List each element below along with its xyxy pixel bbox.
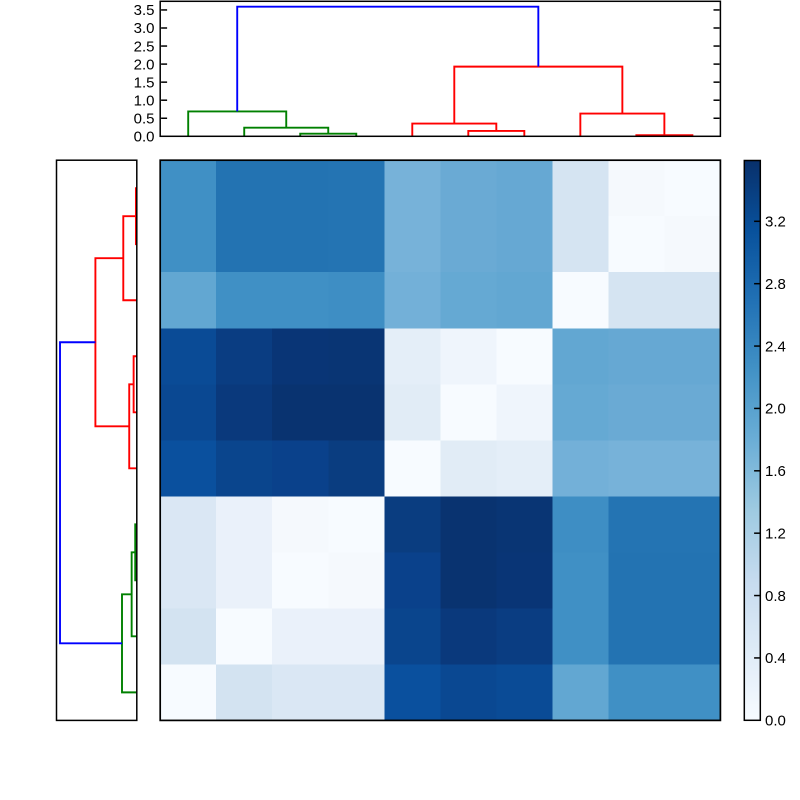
svg-text:0.0: 0.0 [765,713,786,730]
svg-text:1.0: 1.0 [134,92,155,109]
svg-text:3.0: 3.0 [134,20,155,37]
svg-text:1.6: 1.6 [765,463,786,480]
svg-text:0.4: 0.4 [765,650,786,667]
svg-text:0.0: 0.0 [134,129,155,146]
svg-text:3.5: 3.5 [134,2,155,19]
svg-text:2.0: 2.0 [134,56,155,73]
svg-text:1.5: 1.5 [134,74,155,91]
svg-text:2.8: 2.8 [765,276,786,293]
svg-text:1.2: 1.2 [765,525,786,542]
svg-text:2.5: 2.5 [134,38,155,55]
svg-text:0.5: 0.5 [134,110,155,127]
svg-text:2.0: 2.0 [765,401,786,418]
svg-text:2.4: 2.4 [765,338,786,355]
svg-text:3.2: 3.2 [765,214,786,231]
svg-text:0.8: 0.8 [765,588,786,605]
